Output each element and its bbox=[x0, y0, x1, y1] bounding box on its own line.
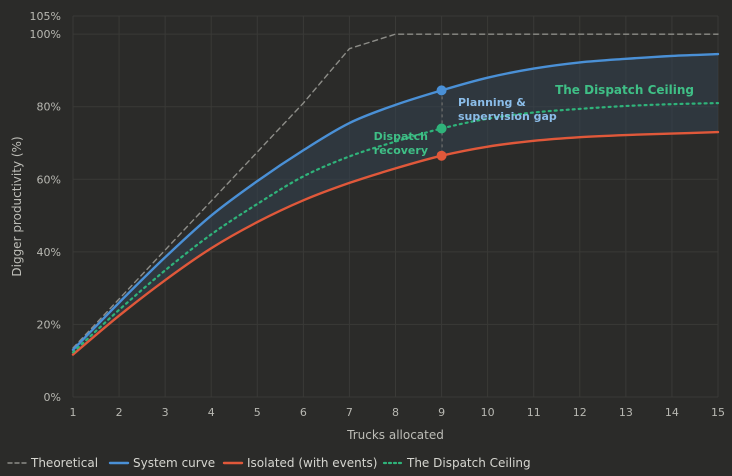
legend-label: The Dispatch Ceiling bbox=[406, 456, 531, 470]
x-tick-label: 10 bbox=[481, 406, 495, 419]
annotation-dispatch-ceiling: The Dispatch Ceiling bbox=[555, 83, 694, 97]
y-tick-label: 100% bbox=[30, 28, 61, 41]
y-axis-title: Digger productivity (%) bbox=[10, 136, 24, 276]
y-tick-label: 105% bbox=[30, 10, 61, 23]
x-tick-label: 3 bbox=[162, 406, 169, 419]
marker-point bbox=[436, 123, 447, 134]
y-tick-label: 80% bbox=[37, 101, 61, 114]
x-tick-label: 9 bbox=[438, 406, 445, 419]
x-tick-label: 1 bbox=[70, 406, 77, 419]
y-tick-label: 40% bbox=[37, 246, 61, 259]
series-line-the-dispatch-ceiling bbox=[71, 101, 720, 354]
x-tick-label: 13 bbox=[619, 406, 633, 419]
x-tick-label: 11 bbox=[527, 406, 541, 419]
x-tick-label: 8 bbox=[392, 406, 399, 419]
annotation-planning-gap: Planning & bbox=[458, 96, 526, 109]
legend: Theoretical System curve Isolated (with ev… bbox=[7, 456, 531, 470]
y-tick-label: 0% bbox=[44, 391, 61, 404]
series-line-theoretical bbox=[72, 33, 719, 349]
legend-label: Isolated (with events) bbox=[247, 456, 377, 470]
marker-point bbox=[436, 150, 447, 161]
x-tick-label: 12 bbox=[573, 406, 587, 419]
x-tick-label: 6 bbox=[300, 406, 307, 419]
series-line-system-curve bbox=[71, 52, 720, 352]
legend-label: System curve bbox=[133, 456, 215, 470]
y-tick-label: 60% bbox=[37, 173, 61, 186]
x-tick-label: 14 bbox=[665, 406, 679, 419]
x-tick-label: 7 bbox=[346, 406, 353, 419]
x-tick-label: 4 bbox=[208, 406, 215, 419]
x-axis-title: Trucks allocated bbox=[346, 428, 444, 442]
tick-labels: 1 2 3 4 5 6 7 8 9 10 11 12 13 14 150%20%40%60%80%100%1… bbox=[30, 10, 725, 419]
x-tick-label: 5 bbox=[254, 406, 261, 419]
x-tick-label: 2 bbox=[116, 406, 123, 419]
gap-shade bbox=[73, 54, 718, 355]
series-line-isolated-with-events bbox=[71, 130, 720, 356]
marker-point bbox=[436, 85, 447, 96]
annotation-dispatch-recovery: recovery bbox=[374, 144, 428, 157]
annotation-planning-gap: supervision gap bbox=[458, 110, 557, 123]
y-tick-label: 20% bbox=[37, 318, 61, 331]
series-lines bbox=[71, 33, 720, 356]
x-tick-label: 15 bbox=[711, 406, 725, 419]
legend-label: Theoretical bbox=[30, 456, 98, 470]
annotation-dispatch-recovery: Dispatch bbox=[374, 130, 428, 143]
